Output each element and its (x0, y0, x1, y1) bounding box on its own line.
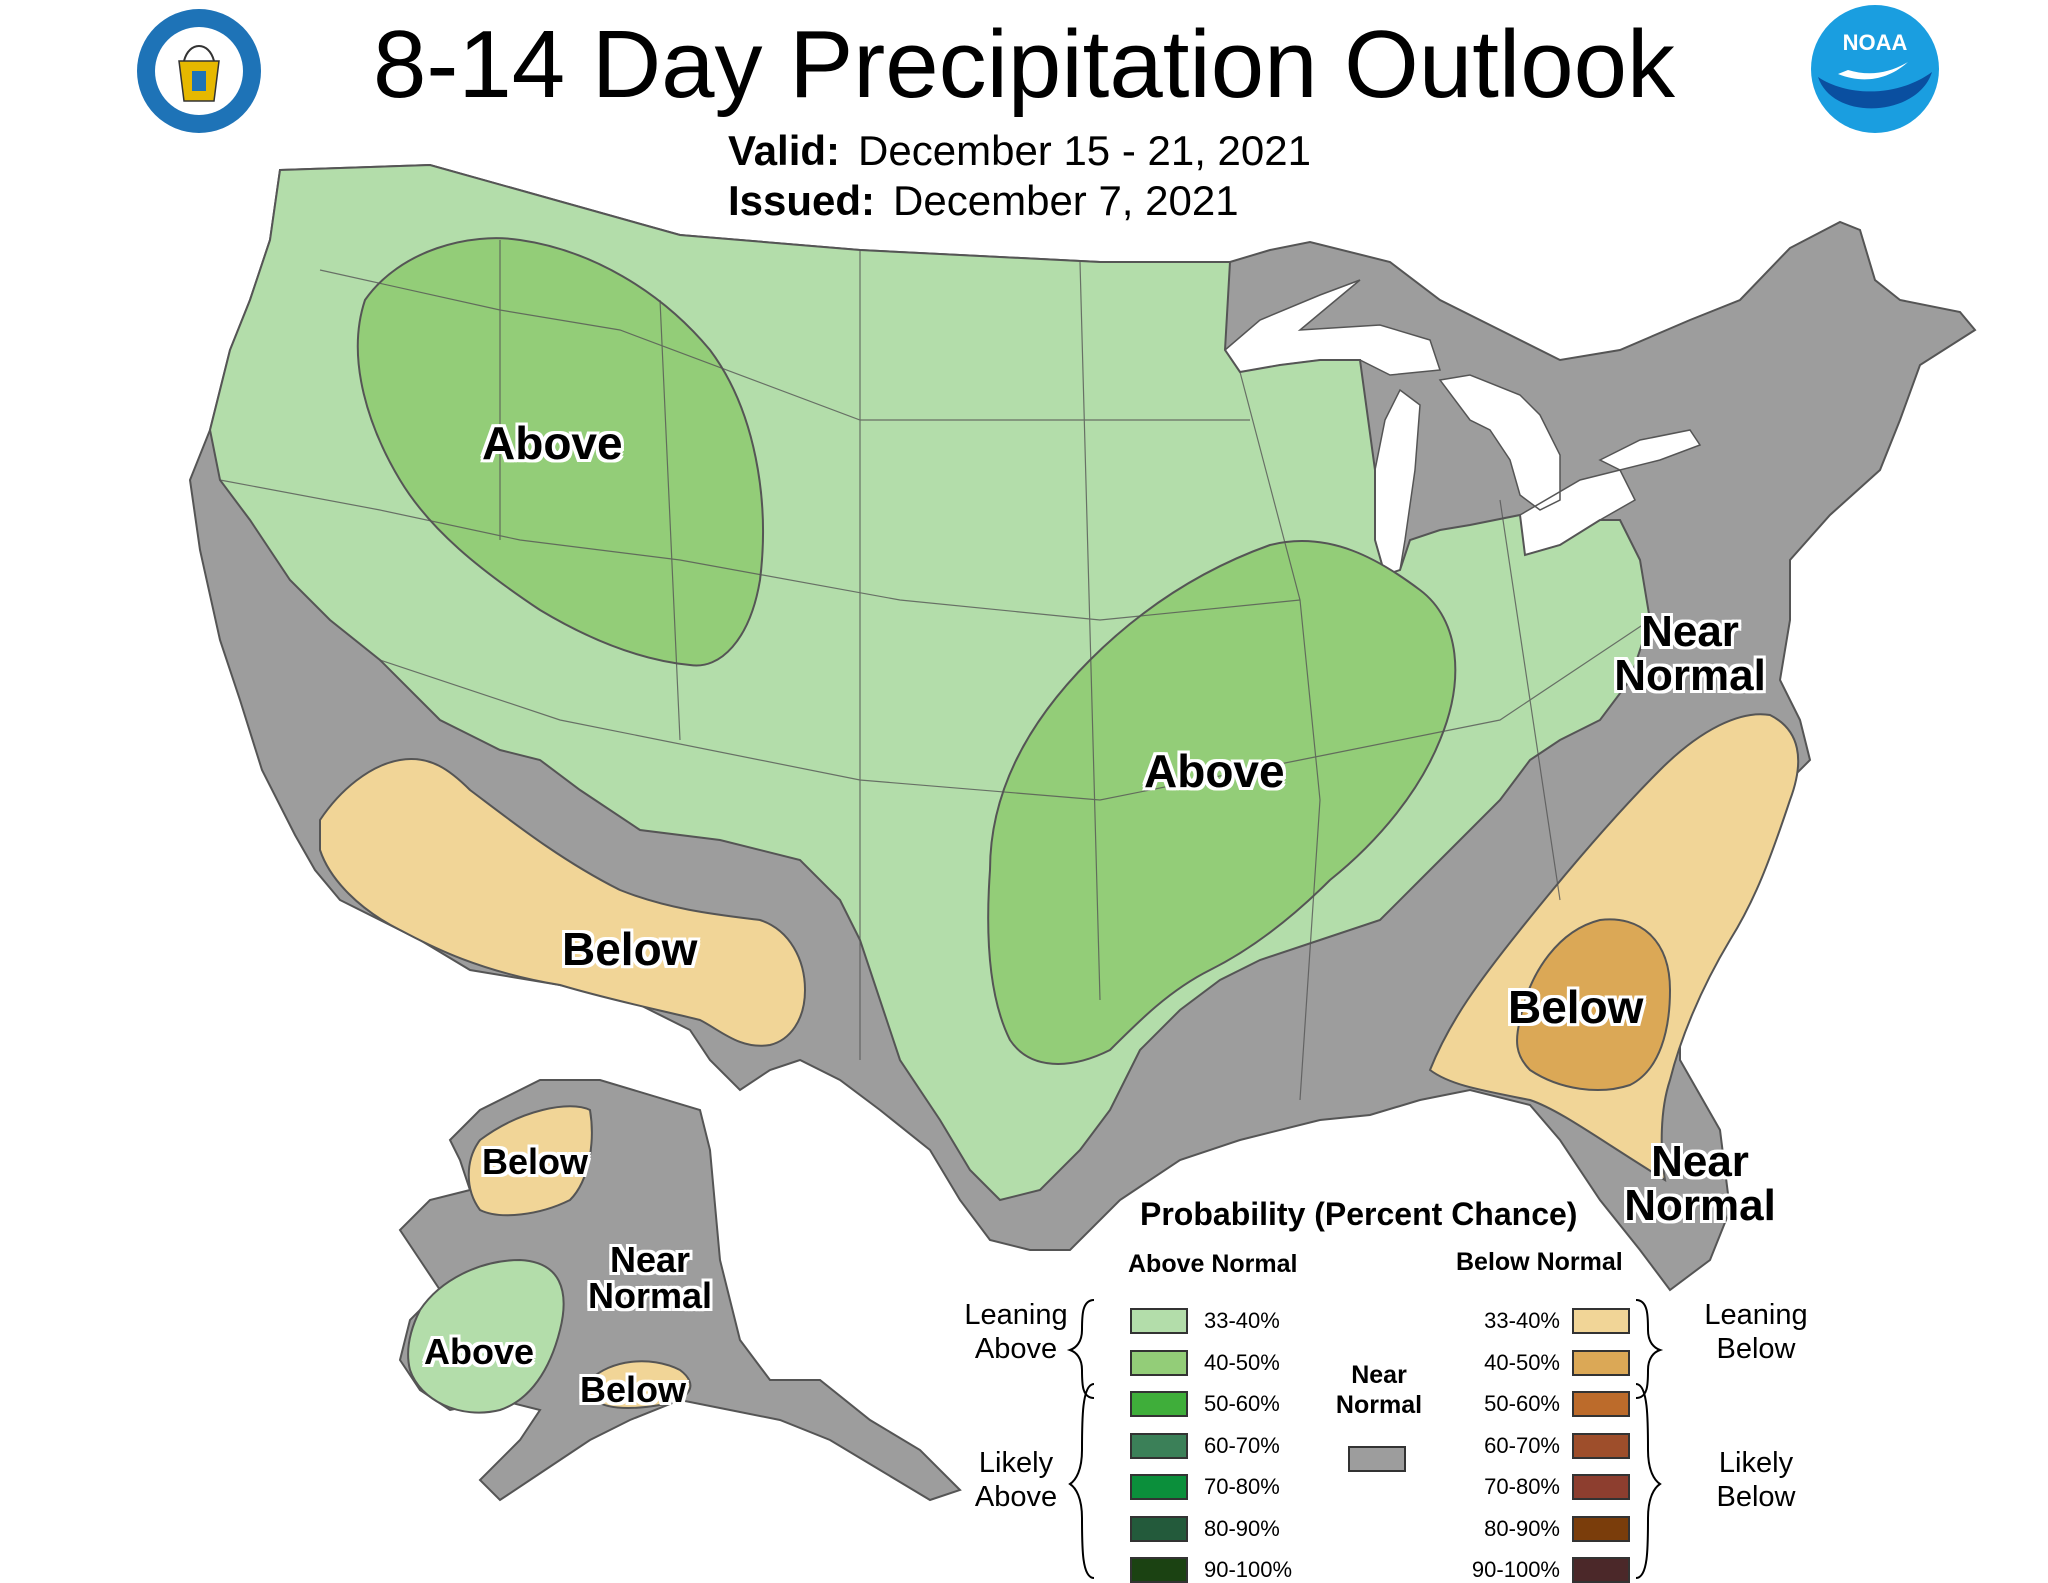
above_classes-range-6: 90-100% (1204, 1557, 1293, 1582)
label-alaska-near-normal: Near Normal (587, 1239, 713, 1316)
below_classes-swatch-3 (1572, 1432, 1630, 1459)
below-normal-40-50-southeast (1516, 918, 1672, 1091)
legend-leaning-below: Leaning Below (1704, 1299, 1808, 1365)
label-southeast-below: Below (1508, 981, 1644, 1033)
above_classes-swatch-6 (1130, 1557, 1188, 1583)
above-normal-40-50-central (987, 540, 1457, 1065)
above_classes-swatch-2 (1130, 1391, 1188, 1417)
noaa-logo-icon: NOAA (1811, 5, 1939, 133)
legend-title: Probability (Percent Chance) (1140, 1196, 1578, 1232)
label-southwest-below: Below (562, 923, 698, 975)
label-northwest-above: Above (482, 417, 623, 469)
label-alaska-below-south: Below (580, 1369, 687, 1410)
above_classes-swatch-5 (1130, 1515, 1188, 1542)
label-central-above: Above (1144, 745, 1285, 797)
commerce-seal-icon (137, 9, 261, 133)
below_classes-swatch-1 (1572, 1349, 1630, 1376)
label-alaska-above: Above (424, 1331, 535, 1372)
below_classes-swatch-6 (1572, 1557, 1630, 1583)
above_classes-swatch-0 (1130, 1308, 1188, 1334)
state-boundaries (219, 240, 1651, 1101)
label-alaska-below-north: Below (482, 1141, 589, 1182)
above_classes-range-3: 60-70% (1204, 1432, 1280, 1458)
date-block: Valid: December 15 - 21, 2021 Issued: Dece… (728, 126, 1311, 226)
below_classes-range-6: 90-100% (1471, 1557, 1560, 1582)
alaska-below-south (589, 1360, 692, 1409)
alaska-below-north (467, 1105, 593, 1217)
above_classes-swatch-3 (1130, 1432, 1188, 1459)
issued-value: December 7, 2021 (893, 177, 1239, 224)
legend-above-header: Above Normal (1128, 1250, 1298, 1278)
below_classes-range-2: 50-60% (1484, 1391, 1560, 1416)
legend-likely-above: Likely Above (974, 1447, 1058, 1513)
below_classes-range-5: 80-90% (1484, 1515, 1560, 1541)
alaska-above (407, 1258, 565, 1414)
above_classes-range-4: 70-80% (1204, 1474, 1280, 1499)
legend-likely-below: Likely Below (1716, 1447, 1796, 1513)
above_classes-swatch-4 (1130, 1474, 1188, 1500)
below_classes-swatch-0 (1572, 1308, 1630, 1334)
below_classes-range-3: 60-70% (1484, 1432, 1560, 1458)
below_classes-range-0: 33-40% (1484, 1308, 1560, 1333)
great-lakes (1224, 279, 1702, 576)
above_classes-range-1: 40-50% (1204, 1349, 1280, 1375)
valid-value: December 15 - 21, 2021 (858, 127, 1311, 174)
above_classes-range-0: 33-40% (1204, 1308, 1280, 1333)
legend-near-normal-header: Near Normal (1335, 1361, 1423, 1419)
below-normal-33-40-southwest (319, 758, 807, 1047)
below_classes-swatch-4 (1572, 1474, 1630, 1500)
label-mid-atlantic-near-normal: Near Normal (1614, 607, 1766, 700)
legend-leaning-above: Leaning Above (964, 1299, 1068, 1365)
below_classes-swatch-5 (1572, 1515, 1630, 1542)
below_classes-range-4: 70-80% (1484, 1474, 1560, 1499)
page-title: 8-14 Day Precipitation Outlook (373, 11, 1675, 118)
above_classes-range-5: 80-90% (1204, 1515, 1280, 1541)
below_classes-range-1: 40-50% (1484, 1349, 1560, 1375)
legend-below-header: Below Normal (1456, 1248, 1623, 1276)
valid-label: Valid: (728, 127, 841, 174)
above_classes-range-2: 50-60% (1204, 1391, 1280, 1416)
noaa-logo-text: NOAA (1843, 30, 1908, 55)
legend-near-normal-swatch (1348, 1446, 1406, 1472)
issued-label: Issued: (728, 177, 876, 224)
label-florida-near-normal: Near Normal (1624, 1137, 1776, 1230)
below_classes-swatch-2 (1572, 1391, 1630, 1417)
above_classes-swatch-1 (1130, 1349, 1188, 1376)
